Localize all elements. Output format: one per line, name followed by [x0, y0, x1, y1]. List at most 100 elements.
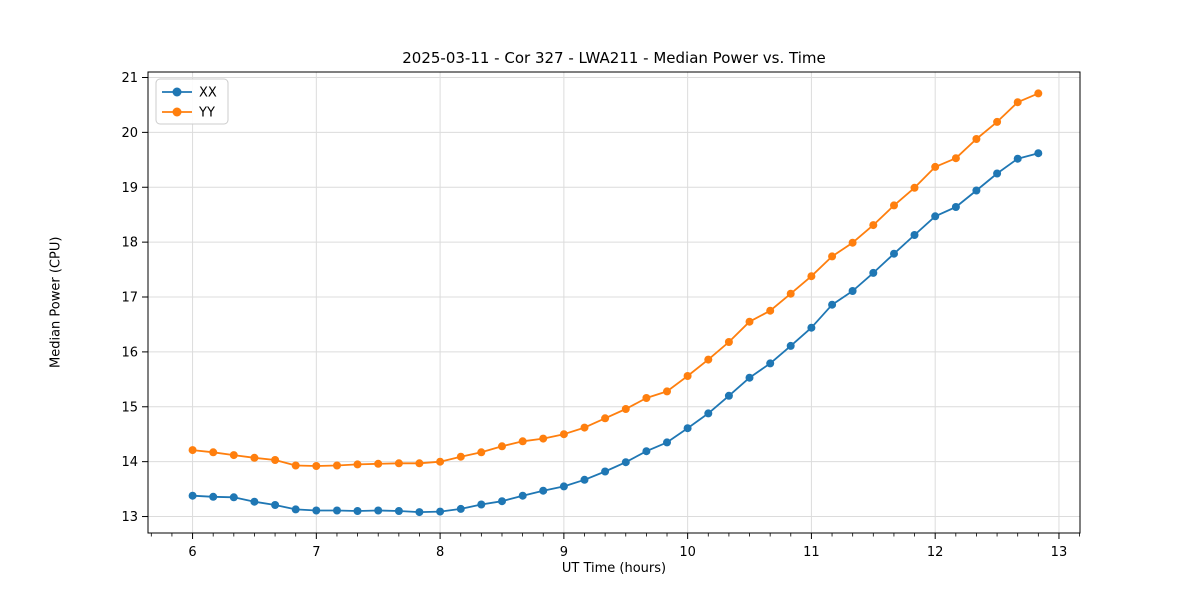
- series-XX-marker: [828, 300, 837, 309]
- y-tick-label: 19: [121, 181, 138, 196]
- series-XX-marker: [477, 500, 486, 509]
- series-YY-marker: [353, 460, 362, 469]
- series-YY-marker: [848, 238, 857, 247]
- series-XX-marker: [374, 506, 383, 515]
- series-XX-marker: [724, 391, 733, 400]
- series-XX-marker: [951, 203, 960, 211]
- series-XX-line: [192, 152, 1039, 513]
- series-YY-marker: [539, 434, 548, 443]
- series-XX-marker: [333, 506, 341, 515]
- series-YY-marker: [828, 252, 837, 261]
- series-XX-marker: [394, 507, 403, 515]
- series-YY-marker: [683, 372, 692, 380]
- series-YY-marker: [477, 448, 486, 457]
- y-tick-label: 16: [121, 345, 138, 360]
- x-tick-label: 7: [312, 545, 320, 560]
- legend-marker-YY: [172, 107, 182, 117]
- series-XX-marker: [250, 497, 259, 506]
- series-XX-marker: [766, 359, 775, 368]
- series-XX-marker: [539, 486, 548, 495]
- series-XX-marker: [518, 491, 527, 500]
- series-YY-marker: [621, 405, 630, 413]
- legend-marker-XX: [172, 87, 182, 97]
- series-YY-marker: [498, 442, 506, 451]
- series-YY-marker: [786, 289, 795, 298]
- series-YY-marker: [456, 452, 465, 461]
- series-YY-marker: [663, 387, 671, 396]
- series-YY-marker: [436, 457, 445, 466]
- series-YY-marker: [931, 162, 940, 171]
- y-tick-label: 15: [121, 400, 138, 415]
- series-YY-marker: [188, 446, 197, 455]
- series-YY-marker: [910, 183, 919, 192]
- series-YY-marker: [869, 221, 878, 230]
- legend-box: [155, 78, 229, 125]
- series-XX-marker: [745, 373, 754, 382]
- series-YY-line: [192, 92, 1039, 467]
- series-YY-marker: [580, 423, 589, 432]
- series-XX-marker: [848, 287, 857, 295]
- y-tick-label: 17: [121, 291, 138, 306]
- series-YY-marker: [291, 461, 300, 470]
- y-tick-label: 21: [121, 71, 138, 86]
- series-YY-marker: [415, 459, 424, 468]
- series-XX-marker: [1034, 149, 1043, 158]
- series-YY-marker: [890, 201, 898, 210]
- x-tick-label: 12: [927, 545, 944, 560]
- series-YY-marker: [745, 317, 754, 326]
- series-YY-marker: [1034, 89, 1043, 98]
- series-XX-marker: [993, 169, 1002, 178]
- series-YY-marker: [993, 117, 1002, 126]
- series-XX-marker: [704, 409, 713, 418]
- series-XX-marker: [642, 447, 651, 456]
- series-XX-marker: [291, 505, 300, 514]
- x-tick-label: 13: [1051, 545, 1068, 560]
- series-XX-marker: [559, 482, 568, 491]
- x-tick-label: 10: [679, 545, 696, 560]
- y-axis-label: Median Power (CPU): [48, 236, 64, 369]
- x-tick-label: 9: [560, 545, 568, 560]
- y-tick-label: 20: [121, 126, 138, 141]
- series-XX-marker: [271, 501, 280, 509]
- series-XX-marker: [972, 186, 981, 195]
- series-YY-marker: [601, 414, 610, 423]
- x-tick-label: 8: [436, 545, 444, 560]
- series-XX-marker: [601, 467, 610, 476]
- series-YY-marker: [229, 451, 238, 460]
- series-XX-marker: [312, 506, 321, 515]
- series-YY-marker: [209, 448, 218, 457]
- plot-border: [147, 71, 1081, 534]
- y-tick-label: 14: [121, 455, 138, 470]
- series-XX-marker: [931, 212, 940, 221]
- legend-label-XX: XX: [199, 86, 217, 101]
- series-XX-marker: [188, 491, 197, 500]
- series-XX-marker: [621, 458, 630, 467]
- x-tick-label: 6: [188, 545, 196, 560]
- legend-label-YY: YY: [198, 106, 215, 121]
- series-XX-marker: [663, 438, 671, 447]
- series-XX-marker: [580, 475, 589, 484]
- series-XX-marker: [436, 507, 445, 516]
- series-YY-marker: [1013, 98, 1022, 107]
- series-YY-marker: [972, 135, 981, 143]
- series-XX-marker: [229, 493, 238, 502]
- x-tick-label: 11: [803, 545, 820, 560]
- series-XX-marker: [209, 492, 218, 501]
- series-XX-marker: [456, 504, 465, 513]
- series-XX-marker: [786, 341, 795, 350]
- series-YY-marker: [766, 306, 775, 315]
- series-YY-marker: [559, 430, 568, 439]
- chart-title: 2025-03-11 - Cor 327 - LWA211 - Median P…: [402, 49, 826, 67]
- series-YY-marker: [271, 456, 280, 464]
- y-tick-label: 18: [121, 236, 138, 251]
- series-YY-marker: [807, 272, 816, 281]
- series-XX-marker: [910, 231, 919, 239]
- series-XX-marker: [498, 497, 506, 506]
- series-XX-marker: [683, 424, 692, 433]
- series-YY-marker: [951, 154, 960, 163]
- series-YY-marker: [394, 459, 403, 468]
- series-YY-marker: [724, 338, 733, 346]
- series-XX-marker: [869, 268, 878, 277]
- series-YY-marker: [250, 453, 259, 462]
